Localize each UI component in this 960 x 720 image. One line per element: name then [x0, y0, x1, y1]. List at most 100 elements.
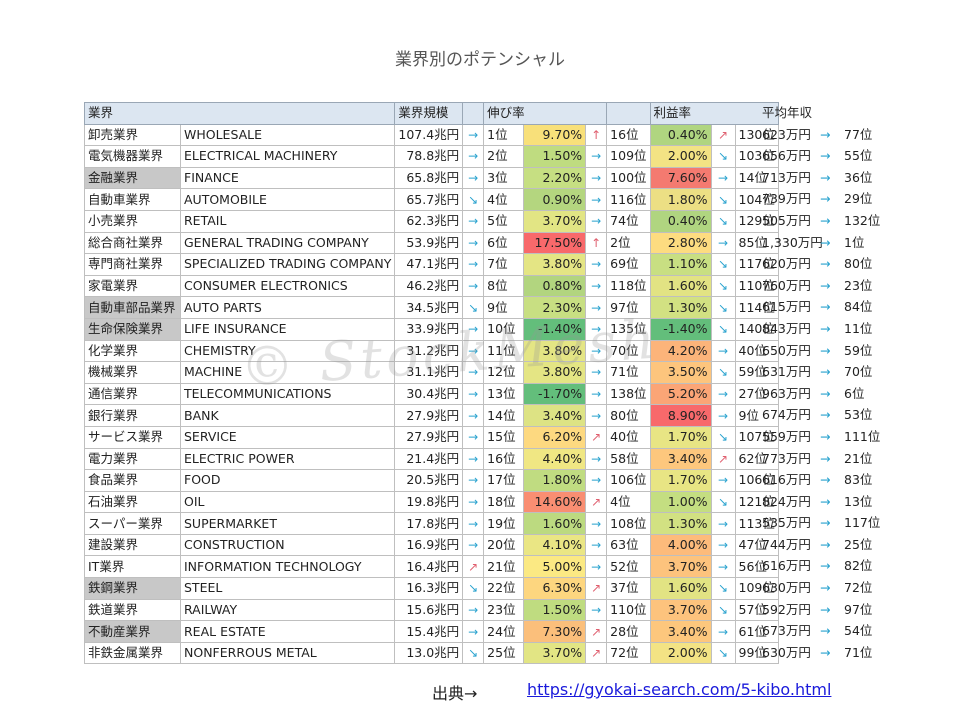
industry-jp: 食品業界	[84, 469, 181, 492]
salary-value: 650万円	[762, 342, 811, 358]
table-row: 金融業界 FINANCE 65.8兆円 → 3位 2.20% → 100位 7.60% → 14位	[84, 166, 779, 190]
page-title: 業界別のポテンシャル	[395, 50, 565, 70]
growth-value: 4.10%	[523, 533, 587, 557]
growth-trend-arrow: →	[585, 512, 608, 535]
industry-en: RETAIL	[179, 209, 396, 233]
salary-value: 630万円	[762, 580, 811, 596]
salary-value: 673万円	[762, 623, 811, 639]
profit-trend-arrow: ↘	[710, 145, 736, 168]
industry-en: STEEL	[179, 577, 396, 600]
salary-trend-arrow: →	[820, 407, 831, 423]
industry-jp: 不動産業界	[84, 620, 181, 643]
profit-trend-arrow: ↘	[710, 425, 736, 449]
growth-value: 2.20%	[523, 166, 587, 190]
industry-en: REAL ESTATE	[179, 620, 396, 643]
salary-value: 760万円	[762, 277, 811, 293]
growth-value: 1.50%	[523, 145, 587, 168]
industry-jp: 非鉄金属業界	[84, 641, 181, 665]
salary-rank: 59位	[844, 342, 873, 358]
salary-trend-arrow: →	[820, 299, 831, 315]
scale-value: 65.8兆円	[394, 166, 464, 190]
header-growth: 伸び率	[483, 102, 608, 125]
scale-rank: 22位	[483, 577, 525, 600]
salary-rank: 11位	[844, 320, 873, 336]
scale-rank: 23位	[483, 598, 525, 622]
growth-rank: 69位	[606, 253, 651, 276]
salary-value: 674万円	[762, 407, 811, 423]
scale-value: 65.7兆円	[394, 188, 464, 211]
profit-trend-arrow: →	[710, 620, 736, 643]
scale-trend-arrow: →	[462, 231, 485, 255]
table-row: 電気機器業界 ELECTRICAL MACHINERY 78.8兆円 → 2位 1.50%…	[84, 145, 779, 168]
header-salary: 平均年収	[762, 105, 813, 120]
growth-trend-arrow: →	[585, 317, 608, 341]
salary-value: 630万円	[762, 644, 811, 660]
scale-trend-arrow: ↗	[462, 555, 485, 579]
growth-trend-arrow: →	[585, 555, 608, 579]
salary-trend-arrow: →	[820, 428, 831, 444]
scale-value: 34.5兆円	[394, 296, 464, 319]
growth-value: 0.80%	[523, 274, 587, 298]
salary-trend-arrow: →	[820, 148, 831, 164]
scale-rank: 15位	[483, 425, 525, 449]
profit-rank: 56位	[734, 555, 779, 579]
profit-trend-arrow: →	[710, 469, 736, 492]
growth-trend-arrow: →	[585, 469, 608, 492]
profit-trend-arrow: ↗	[710, 447, 736, 471]
profit-rank: 62位	[734, 447, 779, 471]
industry-en: CONSUMER ELECTRONICS	[179, 274, 396, 298]
industry-en: SPECIALIZED TRADING COMPANY	[179, 253, 396, 276]
profit-rank: 47位	[734, 533, 779, 557]
growth-rank: 4位	[606, 490, 651, 514]
profit-rank: 85位	[734, 231, 779, 255]
scale-rank: 3位	[483, 166, 525, 190]
scale-value: 17.8兆円	[394, 512, 464, 535]
industry-jp: 卸売業界	[84, 123, 181, 147]
scale-trend-arrow: →	[462, 166, 485, 190]
salary-trend-arrow: →	[820, 234, 831, 250]
growth-value: 17.50%	[523, 231, 587, 255]
table-row: 石油業界 OIL 19.8兆円 → 18位 14.60% ↗ 4位 1.00% ↘ 121位	[84, 490, 779, 514]
growth-rank: 97位	[606, 296, 651, 319]
growth-rank: 37位	[606, 577, 651, 600]
growth-value: 3.80%	[523, 253, 587, 276]
scale-rank: 18位	[483, 490, 525, 514]
industry-en: NONFERROUS METAL	[179, 641, 396, 665]
scale-rank: 25位	[483, 641, 525, 665]
scale-trend-arrow: →	[462, 339, 485, 363]
growth-trend-arrow: →	[585, 404, 608, 427]
industry-jp: サービス業界	[84, 425, 181, 449]
profit-rank: 130位	[734, 123, 779, 147]
growth-rank: 108位	[606, 512, 651, 535]
growth-value: 9.70%	[523, 123, 587, 147]
growth-trend-arrow: →	[585, 296, 608, 319]
salary-value: 1,330万円	[762, 234, 823, 250]
growth-rank: 116位	[606, 188, 651, 211]
industry-jp: 金融業界	[84, 166, 181, 190]
industry-en: AUTO PARTS	[179, 296, 396, 319]
industry-jp: 通信業界	[84, 382, 181, 406]
industry-jp: 機械業界	[84, 361, 181, 384]
scale-value: 62.3兆円	[394, 209, 464, 233]
growth-trend-arrow: →	[585, 382, 608, 406]
profit-value: 1.60%	[649, 577, 712, 600]
growth-value: 1.80%	[523, 469, 587, 492]
salary-trend-arrow: →	[820, 601, 831, 617]
salary-rank: 80位	[844, 256, 873, 272]
industry-jp: 生命保険業界	[84, 317, 181, 341]
industry-jp: 専門商社業界	[84, 253, 181, 276]
scale-rank: 24位	[483, 620, 525, 643]
profit-trend-arrow: ↘	[710, 188, 736, 211]
growth-rank: 63位	[606, 533, 651, 557]
salary-rank: 72位	[844, 580, 873, 596]
salary-rank: 1位	[844, 234, 865, 250]
scale-rank: 21位	[483, 555, 525, 579]
salary-value: 616万円	[762, 558, 811, 574]
scale-value: 21.4兆円	[394, 447, 464, 471]
growth-rank: 58位	[606, 447, 651, 471]
source-link[interactable]: https://gyokai-search.com/5-kibo.html	[527, 680, 832, 699]
scale-value: 53.9兆円	[394, 231, 464, 255]
profit-trend-arrow: ↗	[710, 123, 736, 147]
scale-value: 16.4兆円	[394, 555, 464, 579]
growth-rank: 135位	[606, 317, 651, 341]
